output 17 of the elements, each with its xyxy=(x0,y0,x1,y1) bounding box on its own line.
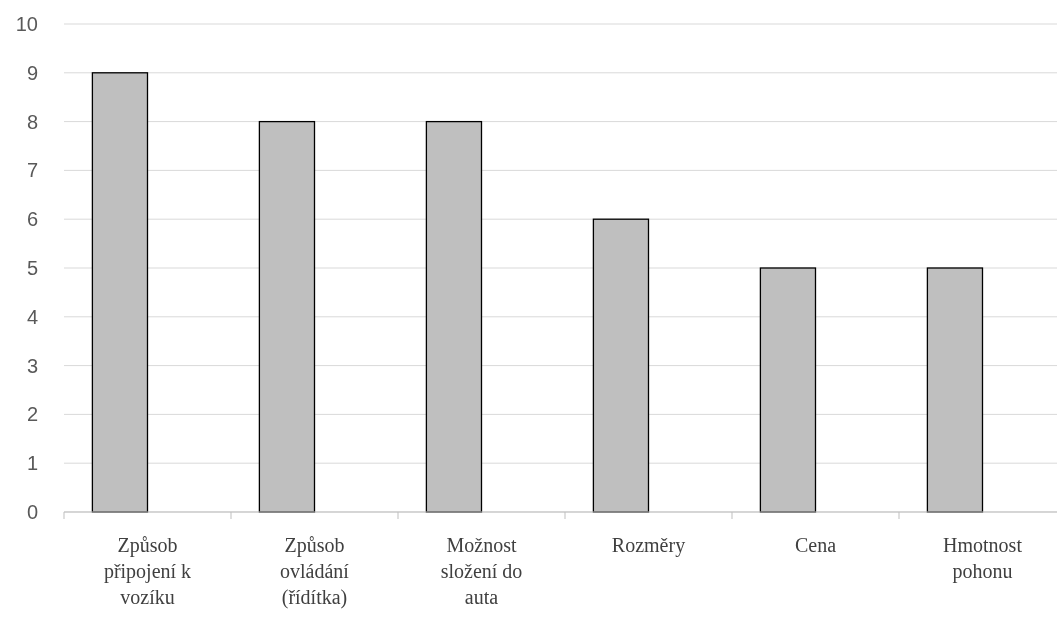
x-tick-label: Způsob připojení k vozíku xyxy=(103,534,192,608)
y-tick-label: 3 xyxy=(26,354,38,377)
y-tick-label: 7 xyxy=(26,159,38,182)
y-tick-label: 2 xyxy=(26,403,38,426)
y-tick-label: 1 xyxy=(26,452,38,475)
x-tick-label: Cena xyxy=(794,534,837,556)
x-tick-label: Způsob ovládání (řídítka) xyxy=(280,534,350,609)
y-tick-label: 10 xyxy=(15,13,38,35)
y-tick-label: 0 xyxy=(26,501,38,523)
y-tick-label: 8 xyxy=(26,110,38,133)
y-tick-label: 6 xyxy=(26,208,38,231)
y-tick-label: 4 xyxy=(26,305,38,328)
x-tick-label: Rozměry xyxy=(611,534,686,557)
y-tick-label: 5 xyxy=(26,257,38,279)
y-tick-label: 9 xyxy=(26,61,38,84)
x-tick-label: Hmotnost pohonu xyxy=(943,534,1023,583)
x-tick-label: Možnost složení do auta xyxy=(440,534,523,608)
